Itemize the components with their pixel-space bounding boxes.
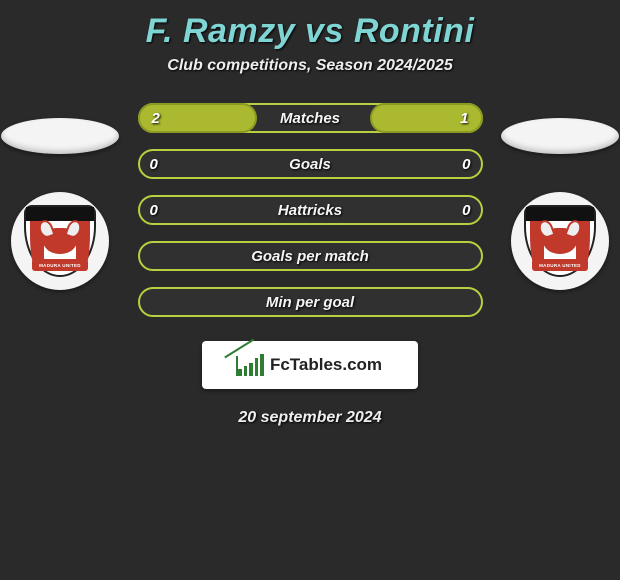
club-shield-icon: MADURA UNITED (524, 205, 596, 277)
stat-left-fill: 0 (138, 195, 170, 225)
stat-left-fill: 2 (138, 103, 257, 133)
stat-right-fill: 0 (450, 149, 482, 179)
mini-bar (244, 366, 248, 376)
mini-bar (238, 369, 242, 376)
club-shield-icon: MADURA UNITED (24, 205, 96, 277)
stat-right-fill: 0 (450, 195, 482, 225)
stat-row: Goals per match (138, 241, 483, 271)
stat-rows: Matches 2 1 Goals 0 0 Hattricks 0 0 Goals per mat… (138, 103, 483, 317)
stat-label: Goals (289, 156, 331, 173)
stat-pill: Hattricks (138, 195, 483, 225)
club-ribbon-text: MADURA UNITED (32, 259, 88, 271)
mini-bar (249, 363, 253, 376)
player-right-club-badge: MADURA UNITED (511, 192, 609, 290)
player-left-club-badge: MADURA UNITED (11, 192, 109, 290)
page-title: F. Ramzy vs Rontini (0, 8, 620, 57)
page-subtitle: Club competitions, Season 2024/2025 (0, 57, 620, 103)
stat-label: Hattricks (278, 202, 342, 219)
stat-left-value: 0 (150, 156, 158, 173)
site-logo[interactable]: FcTables.com (202, 341, 418, 389)
stat-row: Goals 0 0 (138, 149, 483, 179)
player-right-avatar-placeholder (501, 118, 619, 154)
stat-right-value: 1 (460, 110, 468, 127)
player-left-avatar-placeholder (1, 118, 119, 154)
stat-pill: Goals per match (138, 241, 483, 271)
stat-pill: Goals (138, 149, 483, 179)
mini-bar (260, 354, 264, 376)
player-right-column: MADURA UNITED (500, 118, 620, 290)
stat-left-value: 2 (152, 110, 160, 127)
stat-row: Min per goal (138, 287, 483, 317)
stat-label: Min per goal (266, 294, 354, 311)
stat-right-fill: 1 (370, 103, 482, 133)
stat-right-value: 0 (462, 156, 470, 173)
stat-pill: Min per goal (138, 287, 483, 317)
stat-left-fill: 0 (138, 149, 170, 179)
stat-row: Hattricks 0 0 (138, 195, 483, 225)
player-left-column: MADURA UNITED (0, 118, 120, 290)
stat-left-value: 0 (150, 202, 158, 219)
club-ribbon-text: MADURA UNITED (532, 259, 588, 271)
footer-date: 20 september 2024 (0, 409, 620, 427)
mini-bar (255, 358, 259, 376)
stat-label: Goals per match (251, 248, 369, 265)
stat-right-value: 0 (462, 202, 470, 219)
comparison-card: F. Ramzy vs Rontini Club competitions, S… (0, 0, 620, 580)
site-logo-text: FcTables.com (270, 355, 382, 375)
bar-chart-icon (238, 354, 264, 376)
stat-row: Matches 2 1 (138, 103, 483, 133)
stat-label: Matches (280, 110, 340, 127)
